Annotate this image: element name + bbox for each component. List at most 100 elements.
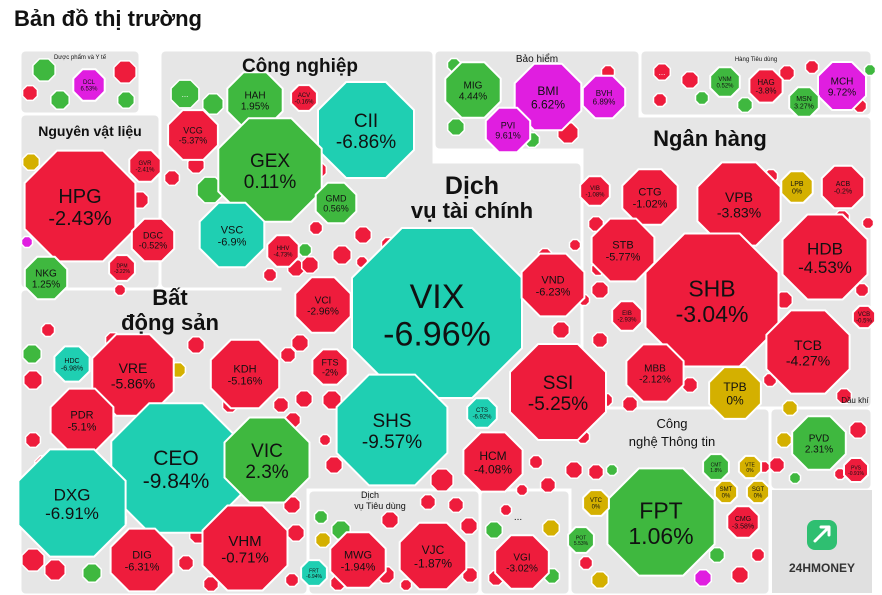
stock-cell-unlabeled[interactable] [587,463,605,481]
stock-cell-unlabeled[interactable] [284,572,300,588]
stock-cell-unlabeled[interactable] [177,554,195,572]
stock-cell-unlabeled[interactable] [262,267,278,283]
stock-cell-unlabeled[interactable] [621,395,639,413]
stock-cell-unlabeled[interactable] [32,58,56,82]
stock-cell-unlabeled[interactable] [551,320,571,340]
stock-cell-eib[interactable]: EIB-2.93% [611,300,643,332]
stock-cell-unlabeled[interactable] [50,90,70,110]
stock-cell-unlabeled[interactable] [21,152,41,172]
stock-cell-gvr[interactable]: GVR-2.41% [128,149,162,183]
stock-cell-unlabeled[interactable] [324,455,344,475]
stock-cell-unlabeled[interactable] [313,509,329,525]
stock-cell-vcb[interactable]: VCB-0.5% [851,304,877,330]
stock-cell-unlabeled[interactable] [21,84,39,102]
stock-cell-unlabeled[interactable] [775,431,793,449]
stock-cell-unlabeled[interactable]: ... [652,62,672,82]
stock-cell-hdb[interactable]: HDB-4.53% [781,213,869,301]
stock-cell-unlabeled[interactable] [578,555,594,571]
stock-cell-unlabeled[interactable] [163,169,181,187]
stock-cell-unlabeled[interactable] [778,64,796,82]
stock-cell-dig[interactable]: DIG-6.31% [109,527,175,593]
stock-cell-vpb[interactable]: VPB-3.83% [696,161,782,247]
stock-cell-hpg[interactable]: HPG-2.43% [23,149,137,263]
stock-cell-frt[interactable]: FRT-6.94% [300,559,328,587]
stock-cell-unlabeled[interactable] [300,255,320,275]
stock-cell-dxg[interactable]: DXG-6.91% [17,448,127,558]
stock-cell-vhm[interactable]: VHM-0.71% [201,504,289,592]
stock-cell-unlabeled[interactable] [297,242,313,258]
stock-cell-cmg[interactable]: CMG-3.58% [726,505,760,539]
stock-cell-shs[interactable]: SHS-9.57% [335,373,449,487]
stock-cell-unlabeled[interactable] [750,547,766,563]
stock-cell-unlabeled[interactable] [591,331,609,349]
stock-cell-unlabeled[interactable] [272,396,290,414]
stock-cell-vci[interactable]: VCI-2.96% [294,276,352,334]
stock-cell-unlabeled[interactable] [781,399,799,417]
stock-cell-unlabeled[interactable] [116,90,136,110]
stock-cell-cts[interactable]: CTS-6.92% [466,397,498,429]
stock-cell-cii[interactable]: CII-6.86% [317,81,415,179]
stock-cell-unlabeled[interactable] [730,565,750,585]
stock-cell-unlabeled[interactable] [835,387,853,405]
stock-cell-unlabeled[interactable] [693,568,713,588]
stock-cell-unlabeled[interactable]: ... [170,79,200,109]
stock-cell-unlabeled[interactable] [294,389,314,409]
stock-cell-unlabeled[interactable] [590,280,610,300]
stock-cell-unlabeled[interactable] [308,220,324,236]
stock-cell-unlabeled[interactable] [528,454,544,470]
stock-cell-unlabeled[interactable] [459,516,479,536]
stock-cell-unlabeled[interactable] [22,344,42,364]
stock-cell-unlabeled[interactable] [652,92,668,108]
stock-cell-unlabeled[interactable] [708,546,726,564]
stock-cell-acv[interactable]: ACV-0.16% [290,84,318,112]
stock-cell-unlabeled[interactable] [202,93,224,115]
stock-cell-vjc[interactable]: VJC-1.87% [398,521,468,591]
stock-cell-unlabeled[interactable] [286,523,306,543]
stock-cell-hhv[interactable]: HHV-4.73% [266,234,300,268]
stock-cell-unlabeled[interactable] [322,390,342,410]
stock-cell-ctg[interactable]: CTG-1.02% [621,168,679,226]
stock-cell-shb[interactable]: SHB-3.04% [644,232,780,368]
stock-cell-hdc[interactable]: HDC-6.98% [53,345,91,383]
stock-cell-unlabeled[interactable] [804,59,820,75]
stock-cell-unlabeled[interactable] [21,548,45,572]
stock-cell-hcm[interactable]: HCM-4.08% [462,431,524,493]
stock-cell-unlabeled[interactable] [848,420,868,440]
stock-cell-vib[interactable]: VIB-1.08% [579,175,611,207]
stock-cell-pvs[interactable]: PVS-0.91% [843,457,869,483]
stock-cell-unlabeled[interactable] [318,433,332,447]
stock-cell-unlabeled[interactable] [515,483,529,497]
stock-cell-unlabeled[interactable] [40,322,56,338]
stock-cell-unlabeled[interactable] [539,476,557,494]
stock-cell-unlabeled[interactable] [736,96,754,114]
stock-cell-dpm[interactable]: DPM-3.22% [108,254,136,282]
stock-cell-ssi[interactable]: SSI-5.25% [509,343,607,441]
stock-cell-unlabeled[interactable] [332,245,352,265]
stock-cell-tcb[interactable]: TCB-4.27% [765,309,851,395]
stock-cell-mwg[interactable]: MWG-1.94% [329,531,387,589]
stock-cell-vre[interactable]: VRE-5.86% [91,333,175,417]
stock-cell-unlabeled[interactable] [113,283,127,297]
stock-cell-vcg[interactable]: VCG-5.37% [167,109,219,161]
stock-cell-unlabeled[interactable] [24,431,42,449]
stock-cell-unlabeled[interactable] [863,63,877,77]
stock-cell-unlabeled[interactable] [186,335,206,355]
stock-cell-hag[interactable]: HAG-3.8% [748,68,784,104]
stock-cell-unlabeled[interactable] [680,70,700,90]
